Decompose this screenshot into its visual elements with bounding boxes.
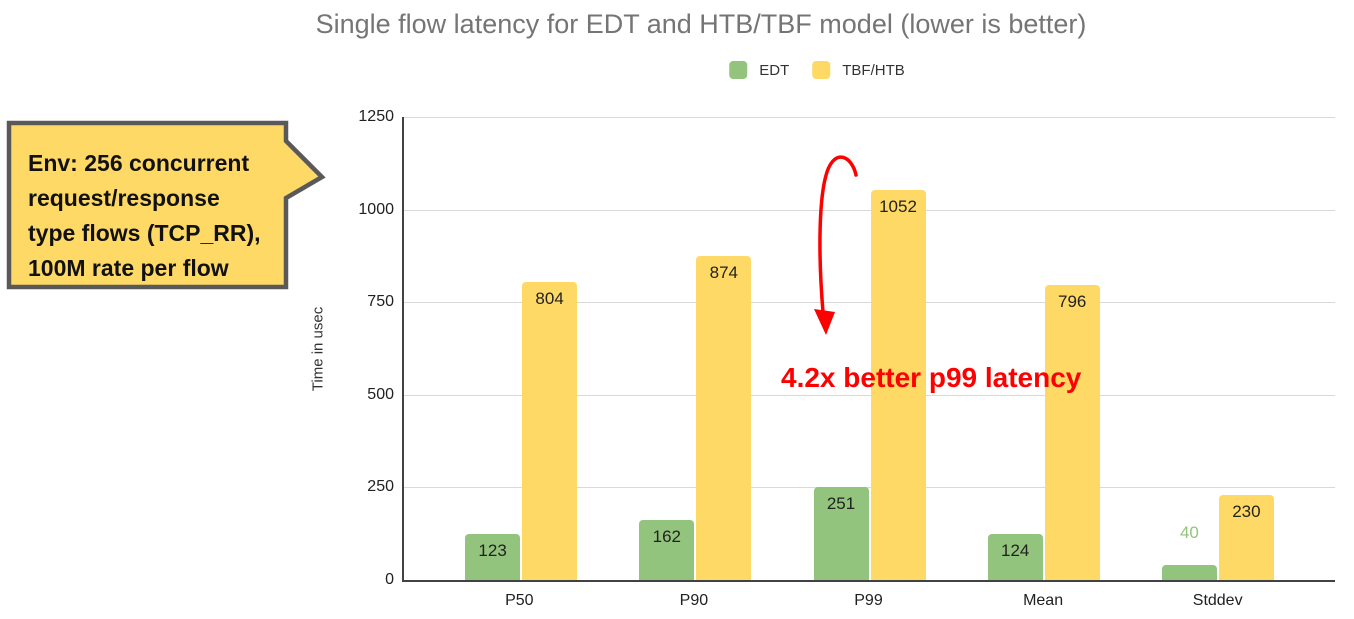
bar-value-label: 1052 xyxy=(879,197,917,217)
gridline xyxy=(404,394,1335,396)
bar-tbf-htb-p50: 804 xyxy=(522,282,578,580)
y-tick-label: 0 xyxy=(385,571,394,588)
legend-item-tbf-htb: TBF/HTB xyxy=(812,61,905,79)
legend: EDT TBF/HTB xyxy=(729,61,905,79)
y-tick-label: 500 xyxy=(367,385,394,403)
bar-tbf-htb-p90: 874 xyxy=(696,256,752,580)
bar-value-label: 124 xyxy=(1001,541,1030,561)
x-tick-label-stddev: Stddev xyxy=(1192,592,1243,609)
bar-tbf-htb-stddev: 230 xyxy=(1218,494,1274,580)
x-tick-label-p50: P50 xyxy=(505,592,534,609)
gridline xyxy=(404,209,1335,211)
x-tick-label-p99: P99 xyxy=(854,592,883,609)
bar-value-label: 230 xyxy=(1232,501,1261,521)
bar-value-label: 796 xyxy=(1058,292,1087,312)
legend-label-tbf-htb: TBF/HTB xyxy=(842,61,905,79)
x-axis-labels: P50 P90 P99 Mean Stddev xyxy=(402,592,1335,610)
y-tick-label: 1250 xyxy=(358,108,394,125)
x-tick-label-p90: P90 xyxy=(679,592,709,609)
legend-item-edt: EDT xyxy=(729,61,789,79)
y-tick-label: 750 xyxy=(367,293,394,311)
bar-group-p99: 251 1052 xyxy=(782,117,956,580)
bar-value-label: 874 xyxy=(709,263,738,283)
bar-edt-stddev: 40 xyxy=(1161,523,1217,580)
x-tick-label-mean: Mean xyxy=(1023,592,1064,609)
bar-group-mean: 124 796 xyxy=(957,117,1131,580)
bar-group-stddev: 40 230 xyxy=(1131,117,1305,580)
env-callout-text: Env: 256 concurrent request/response typ… xyxy=(28,150,261,281)
gridline xyxy=(404,117,1335,118)
bar-value-label: 123 xyxy=(478,541,507,561)
plot-area: 123 804 162 874 251 1052 124 796 40 230 xyxy=(402,117,1335,582)
bar-edt-p99: 251 xyxy=(813,487,869,580)
bar-value-label: 251 xyxy=(826,494,856,514)
bar-value-label: 40 xyxy=(1179,523,1199,543)
p99-highlight-text: 4.2x better p99 latency xyxy=(781,362,1082,393)
chart-title: Single flow latency for EDT and HTB/TBF … xyxy=(315,9,1087,39)
legend-label-edt: EDT xyxy=(759,61,790,79)
bar-edt-mean: 124 xyxy=(987,534,1043,580)
y-tick-label: 250 xyxy=(367,478,394,496)
bar-tbf-htb-mean: 796 xyxy=(1044,285,1100,580)
bar-group-p50: 123 804 xyxy=(434,117,608,580)
bar-value-label: 162 xyxy=(652,527,681,546)
y-tick-label: 1000 xyxy=(358,200,394,218)
gridline xyxy=(404,487,1335,489)
edt-color-swatch xyxy=(729,61,748,79)
bar-edt-p90: 162 xyxy=(639,520,695,580)
bar-tbf-htb-p99: 1052 xyxy=(870,190,926,580)
bar-group-p90: 162 874 xyxy=(608,117,782,580)
gridline xyxy=(404,302,1335,304)
tbf-htb-color-swatch xyxy=(812,61,831,79)
y-axis-title: Time in usec xyxy=(309,306,327,392)
bar-edt-p50: 123 xyxy=(465,534,521,580)
bar-value-label: 804 xyxy=(535,289,564,309)
